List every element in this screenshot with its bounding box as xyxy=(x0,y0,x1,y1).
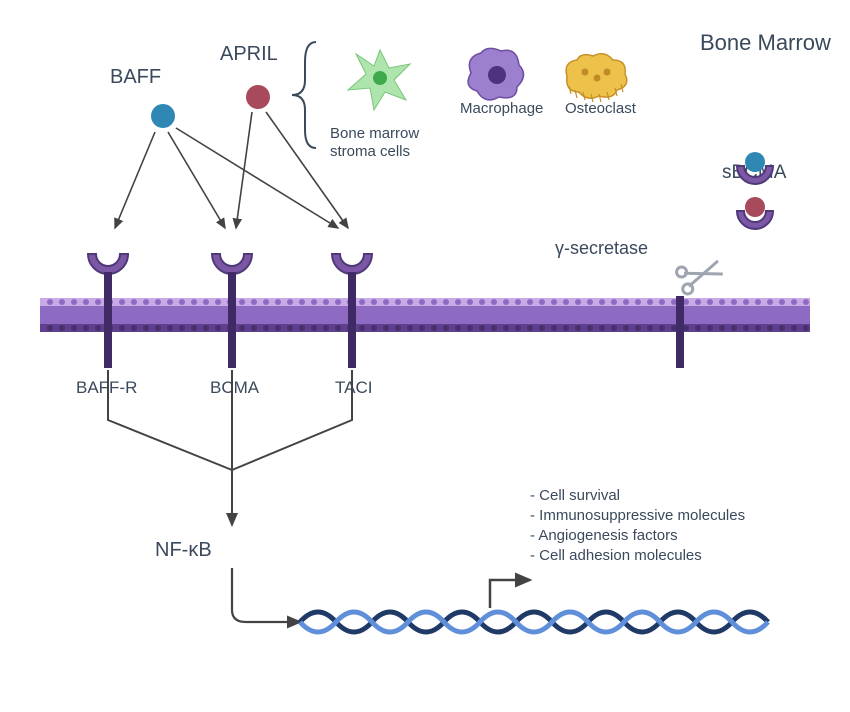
receptor-bcma-cleaved xyxy=(676,296,684,368)
arrow-baff-to-baffr xyxy=(115,132,155,228)
arrow-baff-to-bcma xyxy=(168,132,225,228)
baff-ligand-icon xyxy=(151,104,175,128)
diagram-svg xyxy=(0,0,850,712)
april-ligand-icon xyxy=(246,85,270,109)
stroma-cell-icon xyxy=(348,50,410,110)
macrophage-icon xyxy=(468,48,523,99)
sbcma-with-baff xyxy=(737,152,773,184)
arrow-baff-to-taci xyxy=(176,128,338,228)
scissors-icon xyxy=(675,254,725,295)
osteoclast-icon xyxy=(566,54,627,102)
sbcma-with-april xyxy=(737,197,773,229)
transcription-arrow xyxy=(490,580,530,608)
arrow-april-to-taci xyxy=(266,112,348,228)
dna-helix xyxy=(300,612,768,632)
bracket-icon xyxy=(292,42,316,148)
cell-membrane xyxy=(40,298,810,332)
signal-convergence xyxy=(108,370,352,525)
arrow-nfkb-to-dna xyxy=(232,568,300,622)
arrow-april-to-bcma xyxy=(236,112,252,228)
